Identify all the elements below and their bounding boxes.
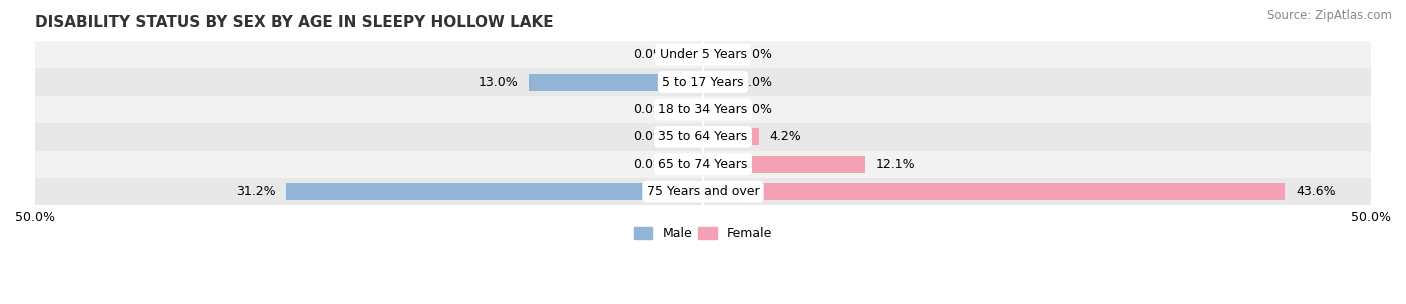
Bar: [703, 46, 730, 63]
Text: 0.0%: 0.0%: [741, 75, 772, 88]
Text: 35 to 64 Years: 35 to 64 Years: [658, 130, 748, 143]
Text: 5 to 17 Years: 5 to 17 Years: [662, 75, 744, 88]
Text: 0.0%: 0.0%: [634, 103, 665, 116]
Text: 4.2%: 4.2%: [770, 130, 801, 143]
Text: Source: ZipAtlas.com: Source: ZipAtlas.com: [1267, 9, 1392, 22]
Text: 0.0%: 0.0%: [634, 48, 665, 61]
Text: 65 to 74 Years: 65 to 74 Years: [658, 158, 748, 171]
Bar: [35, 96, 1371, 123]
Text: 13.0%: 13.0%: [479, 75, 519, 88]
Bar: [676, 128, 703, 145]
Bar: [35, 123, 1371, 150]
Text: 0.0%: 0.0%: [741, 48, 772, 61]
Bar: [35, 68, 1371, 96]
Bar: [35, 150, 1371, 178]
Bar: [703, 74, 730, 91]
Text: 43.6%: 43.6%: [1296, 185, 1336, 198]
Bar: [703, 101, 730, 118]
Text: Under 5 Years: Under 5 Years: [659, 48, 747, 61]
Bar: [676, 101, 703, 118]
Bar: [676, 46, 703, 63]
Text: 0.0%: 0.0%: [634, 130, 665, 143]
Bar: [676, 156, 703, 173]
Bar: [35, 178, 1371, 206]
Bar: [35, 41, 1371, 68]
Text: 75 Years and over: 75 Years and over: [647, 185, 759, 198]
Text: 0.0%: 0.0%: [741, 103, 772, 116]
Bar: [703, 156, 865, 173]
Bar: [529, 74, 703, 91]
Legend: Male, Female: Male, Female: [628, 222, 778, 245]
Bar: [287, 183, 703, 200]
Text: 0.0%: 0.0%: [634, 158, 665, 171]
Bar: [703, 183, 1285, 200]
Text: 12.1%: 12.1%: [876, 158, 915, 171]
Text: 31.2%: 31.2%: [236, 185, 276, 198]
Bar: [703, 128, 759, 145]
Text: DISABILITY STATUS BY SEX BY AGE IN SLEEPY HOLLOW LAKE: DISABILITY STATUS BY SEX BY AGE IN SLEEP…: [35, 15, 554, 30]
Text: 18 to 34 Years: 18 to 34 Years: [658, 103, 748, 116]
